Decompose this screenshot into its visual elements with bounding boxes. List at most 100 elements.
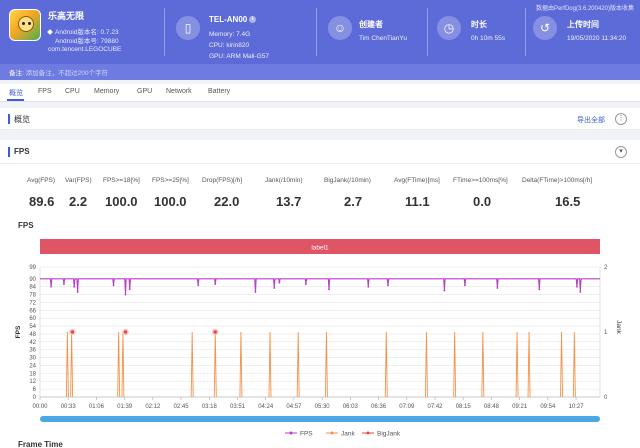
android-version-code: Android版本号: 79880 [55,38,119,45]
duration-title: 时长 [471,20,487,29]
duration-value: 0h 10m 55s [471,35,505,42]
app-icon [9,9,41,41]
x-tick-label: 00:00 [32,404,48,410]
legend-marker [330,431,334,435]
stat-value: 100.0 [105,194,138,209]
legend-marker [366,431,370,435]
remark-bar[interactable]: 备注: 添加备注，不超过200个字符 [0,64,640,80]
spacer [0,130,640,140]
stat-value: 0.0 [473,194,492,209]
upload-value: 19/05/2020 11:34:20 [567,35,627,42]
fps-dip-point [273,287,276,289]
y-tick-label: 54 [29,324,36,330]
x-tick-label: 09:54 [540,404,556,410]
stat-label: Jank(/10min) [265,177,303,184]
fps-dip-point [50,285,53,288]
x-tick-label: 04:24 [258,404,274,410]
jank-spike [117,331,121,398]
jank-spike [572,331,576,398]
overview-title: 概览 [14,115,30,124]
fps-dip-point [579,291,582,293]
remark-input[interactable]: 添加备注，不超过200个字符 [25,70,108,77]
jank-spike [190,331,194,398]
tab-fps[interactable]: FPS [38,88,52,95]
x-tick-label: 05:30 [315,404,331,410]
tab-battery[interactable]: Battery [208,88,231,95]
stat-label: Delta(FTime)>100ms[/h] [522,177,593,184]
fps-dip-point [496,287,499,289]
stat-label: Var(FPS) [65,177,92,184]
fps-chart-title: FPS [18,221,34,230]
fps-dip-point [576,285,578,288]
device-name: TEL-AN00 i [209,15,257,24]
tab-cpu[interactable]: CPU [65,88,80,95]
fps-dip-point [304,283,307,285]
label-band-text: label1 [311,245,329,252]
fps-dip-point [278,281,281,284]
device-gpu: GPU: ARM Mali-G57 [209,53,269,60]
info-icon[interactable]: i [249,16,257,24]
collapse-chevron-icon[interactable]: ▾ [615,146,627,158]
bigjank-marker [213,330,217,334]
stat-value: 89.6 [29,194,55,209]
tab-bar: 概览 FPS CPU Memory GPU Network Battery [0,84,640,102]
fps-dip-point [124,293,127,296]
phone-icon: ▯ [176,16,200,40]
stat-value: 100.0 [154,194,187,209]
y-tick-label: 30 [29,356,36,362]
x-tick-label: 04:57 [286,404,302,410]
jank-spike [384,331,388,398]
fps-dip-point [214,283,217,285]
legend-marker [289,431,293,435]
y-tick-label: 48 [29,332,36,338]
creator-value: Tim ChenTianYu [359,35,407,42]
fps-dip-point [128,288,131,291]
y-tick-label: 72 [29,300,36,306]
jank-spike [481,331,485,398]
overview-section-header: 概览 导出全部 ⋮ [0,108,640,130]
jank-spike [65,331,69,398]
x-tick-label: 02:12 [145,404,161,410]
spacer [0,80,640,84]
jank-spike [424,331,428,398]
section-marker [8,114,10,124]
x-tick-label: 08:15 [456,404,472,410]
x-tick-label: 10:27 [569,404,585,410]
x-tick-label: 01:06 [89,404,105,410]
x-tick-label: 06:36 [371,404,387,410]
active-tab-indicator [7,99,24,101]
y2-tick-label: 0 [604,395,608,401]
y2-tick-label: 1 [604,330,608,336]
tab-network[interactable]: Network [166,88,192,95]
x-tick-label: 07:42 [427,404,443,410]
section-marker [8,147,10,157]
tab-overview[interactable]: 概览 [9,90,23,97]
y2-axis-title: Jank [615,320,622,334]
app-package: com.tencent.LEGOCUBE [48,46,122,53]
app-name: 乐高无限 [48,11,85,21]
tab-memory[interactable]: Memory [94,88,120,95]
android-icon [47,29,53,35]
legend-label: Jank [341,431,355,438]
export-all-link[interactable]: 导出全部 [577,117,605,124]
y-tick-label: 0 [33,395,37,401]
more-options-icon[interactable]: ⋮ [615,113,627,125]
fps-dip-point [254,291,257,293]
y-axis-title: FPS [15,325,22,338]
tab-gpu[interactable]: GPU [137,88,153,95]
stat-value: 22.0 [214,194,240,209]
label-band [40,239,600,254]
y-tick-label: 12 [29,379,36,385]
x-tick-label: 07:09 [399,404,415,410]
fps-dip-point [443,289,446,292]
fps-dip-point [197,284,200,287]
jank-spike [296,331,300,398]
x-tick-label: 03:51 [230,404,246,410]
jank-spike [268,331,272,398]
fps-series-line [40,278,600,295]
fps-chart[interactable]: label10612182430364248546066727884909901… [0,232,640,440]
spacer [0,102,640,108]
stat-value: 2.7 [344,194,363,209]
bigjank-marker [70,330,75,334]
perfdog-watermark: 数据由PerfDog(3.6.200420)版本收集 [535,6,634,12]
